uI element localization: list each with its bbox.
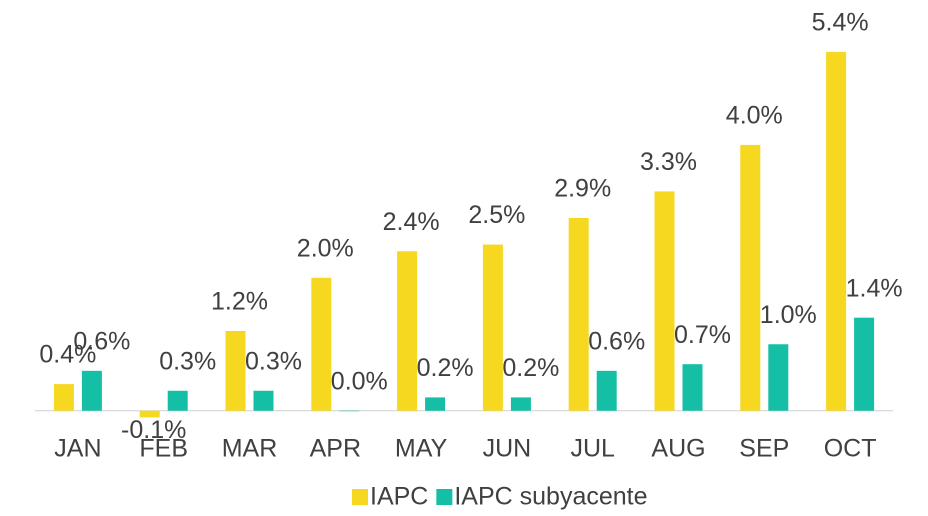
data-label: 1.2% (211, 288, 268, 316)
data-label: 2.0% (297, 234, 354, 262)
bar (510, 397, 531, 411)
data-label: 5.4% (812, 8, 869, 36)
legend-label: IAPC subyacente (454, 483, 647, 511)
x-tick-label: OCT (824, 435, 877, 463)
x-tick-label: FEB (139, 435, 188, 463)
legend-label: IAPC (370, 483, 428, 511)
bar (682, 364, 703, 411)
x-tick-label: JAN (54, 435, 101, 463)
bar (826, 51, 847, 411)
x-tick-label: JUN (483, 435, 532, 463)
data-label: 0.2% (417, 354, 474, 382)
bar (139, 410, 160, 418)
data-label: 1.0% (760, 301, 817, 329)
x-tick-label: MAR (222, 435, 278, 463)
bar (854, 317, 875, 411)
legend-swatch (352, 489, 368, 505)
bar (654, 191, 675, 411)
bar (253, 390, 274, 411)
data-label: 0.0% (331, 367, 388, 395)
bar (81, 370, 102, 411)
bar (397, 251, 418, 411)
x-tick-label: SEP (739, 435, 789, 463)
x-tick-label: APR (310, 435, 361, 463)
bar (568, 218, 589, 411)
bar (339, 410, 360, 412)
data-label: 1.4% (846, 274, 903, 302)
data-label: 0.4% (39, 341, 96, 369)
data-label: 0.7% (674, 321, 731, 349)
bar (225, 330, 246, 411)
bar (596, 370, 617, 411)
data-label: 0.6% (588, 327, 645, 355)
data-label: 0.3% (159, 347, 216, 375)
bar (482, 244, 503, 411)
x-tick-label: JUL (570, 435, 615, 463)
data-label: -0.1% (121, 416, 186, 444)
data-label: 2.5% (468, 201, 525, 229)
bar (740, 144, 761, 411)
bar (53, 384, 74, 411)
data-label: 0.2% (502, 354, 559, 382)
bar (425, 397, 446, 411)
bar (768, 344, 789, 411)
x-tick-label: AUG (651, 435, 705, 463)
data-label: 4.0% (726, 102, 783, 130)
data-label: 2.4% (383, 208, 440, 236)
x-tick-label: MAY (395, 435, 448, 463)
data-label: 0.6% (73, 327, 130, 355)
bar (311, 277, 332, 411)
data-label: 0.3% (245, 347, 302, 375)
data-label: 3.3% (640, 148, 697, 176)
legend-swatch (436, 489, 453, 505)
data-label: 2.9% (554, 175, 611, 203)
bar (167, 390, 188, 411)
